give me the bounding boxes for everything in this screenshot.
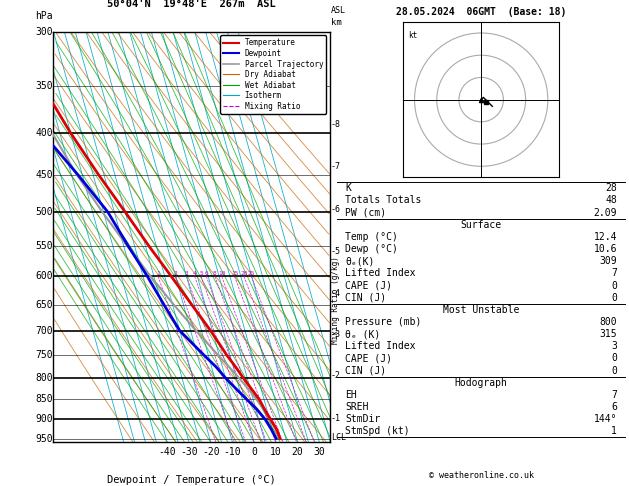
Text: Dewpoint / Temperature (°C): Dewpoint / Temperature (°C) <box>108 475 276 485</box>
Text: θₑ(K): θₑ(K) <box>345 256 375 266</box>
Text: EH: EH <box>345 390 357 400</box>
Text: 28.05.2024  06GMT  (Base: 18): 28.05.2024 06GMT (Base: 18) <box>396 7 566 17</box>
Text: SREH: SREH <box>345 402 369 412</box>
Text: 144°: 144° <box>594 414 617 424</box>
Text: 5: 5 <box>199 271 203 277</box>
Text: Surface: Surface <box>460 220 502 230</box>
Text: 650: 650 <box>35 299 53 310</box>
Text: 950: 950 <box>35 434 53 444</box>
Text: 7: 7 <box>611 268 617 278</box>
Text: -20: -20 <box>202 447 220 457</box>
Text: 12.4: 12.4 <box>594 232 617 242</box>
Text: 6: 6 <box>611 402 617 412</box>
Text: Hodograph: Hodograph <box>455 378 508 388</box>
Text: StmSpd (kt): StmSpd (kt) <box>345 426 410 436</box>
Text: © weatheronline.co.uk: © weatheronline.co.uk <box>429 471 533 480</box>
Legend: Temperature, Dewpoint, Parcel Trajectory, Dry Adiabat, Wet Adiabat, Isotherm, Mi: Temperature, Dewpoint, Parcel Trajectory… <box>220 35 326 114</box>
Text: 700: 700 <box>35 326 53 336</box>
Text: 0: 0 <box>251 447 257 457</box>
Text: 3: 3 <box>185 271 189 277</box>
Text: -3: -3 <box>331 330 341 339</box>
Text: 315: 315 <box>599 329 617 339</box>
Text: 28: 28 <box>606 183 617 193</box>
Text: km: km <box>331 18 342 28</box>
Text: -7: -7 <box>331 162 341 171</box>
Text: 600: 600 <box>35 271 53 281</box>
Text: -6: -6 <box>331 205 341 214</box>
Text: -5: -5 <box>331 247 341 257</box>
Text: 900: 900 <box>35 415 53 424</box>
Text: -40: -40 <box>159 447 176 457</box>
Text: PW (cm): PW (cm) <box>345 208 386 218</box>
Text: 7: 7 <box>611 390 617 400</box>
Text: 0: 0 <box>611 280 617 291</box>
Text: CAPE (J): CAPE (J) <box>345 353 392 364</box>
Text: 850: 850 <box>35 394 53 404</box>
Text: 3: 3 <box>611 341 617 351</box>
Text: 2: 2 <box>174 271 177 277</box>
Text: 400: 400 <box>35 128 53 138</box>
Text: Dewp (°C): Dewp (°C) <box>345 244 398 254</box>
Text: 309: 309 <box>599 256 617 266</box>
Text: StmDir: StmDir <box>345 414 381 424</box>
Text: Lifted Index: Lifted Index <box>345 268 416 278</box>
Text: 750: 750 <box>35 350 53 360</box>
Text: -1: -1 <box>331 414 341 423</box>
Text: CAPE (J): CAPE (J) <box>345 280 392 291</box>
Text: LCL: LCL <box>331 434 346 442</box>
Text: 550: 550 <box>35 241 53 251</box>
Text: 50°04'N  19°48'E  267m  ASL: 50°04'N 19°48'E 267m ASL <box>108 0 276 9</box>
Text: 25: 25 <box>248 271 255 277</box>
Text: 48: 48 <box>606 195 617 206</box>
Text: -2: -2 <box>331 371 341 380</box>
Text: 10.6: 10.6 <box>594 244 617 254</box>
Text: 0: 0 <box>611 365 617 376</box>
Text: 800: 800 <box>35 373 53 383</box>
Text: CIN (J): CIN (J) <box>345 365 386 376</box>
Text: θₑ (K): θₑ (K) <box>345 329 381 339</box>
Text: 20: 20 <box>240 271 248 277</box>
Text: 8: 8 <box>213 271 217 277</box>
Text: 2.09: 2.09 <box>594 208 617 218</box>
Text: 20: 20 <box>292 447 304 457</box>
Text: Mixing Ratio (g/kg): Mixing Ratio (g/kg) <box>331 257 340 344</box>
Text: 15: 15 <box>231 271 238 277</box>
Text: Totals Totals: Totals Totals <box>345 195 421 206</box>
Text: 10: 10 <box>218 271 225 277</box>
Text: 6: 6 <box>204 271 208 277</box>
Text: -30: -30 <box>180 447 198 457</box>
Text: Pressure (mb): Pressure (mb) <box>345 317 421 327</box>
Text: 1: 1 <box>611 426 617 436</box>
Text: 10: 10 <box>270 447 282 457</box>
Text: CIN (J): CIN (J) <box>345 293 386 303</box>
Text: 300: 300 <box>35 27 53 36</box>
Text: -4: -4 <box>331 289 341 298</box>
Text: 350: 350 <box>35 81 53 91</box>
Text: Temp (°C): Temp (°C) <box>345 232 398 242</box>
Text: -10: -10 <box>224 447 242 457</box>
Text: Most Unstable: Most Unstable <box>443 305 520 315</box>
Text: Lifted Index: Lifted Index <box>345 341 416 351</box>
Text: K: K <box>345 183 351 193</box>
Text: 30: 30 <box>313 447 325 457</box>
Text: 800: 800 <box>599 317 617 327</box>
Text: 0: 0 <box>611 353 617 364</box>
Text: kt: kt <box>408 31 417 40</box>
Text: -8: -8 <box>331 120 341 129</box>
Text: 4: 4 <box>192 271 196 277</box>
Text: ASL: ASL <box>331 6 346 15</box>
Text: hPa: hPa <box>35 11 53 21</box>
Text: 450: 450 <box>35 170 53 180</box>
Text: 500: 500 <box>35 207 53 217</box>
Text: 0: 0 <box>611 293 617 303</box>
Text: 1: 1 <box>156 271 160 277</box>
